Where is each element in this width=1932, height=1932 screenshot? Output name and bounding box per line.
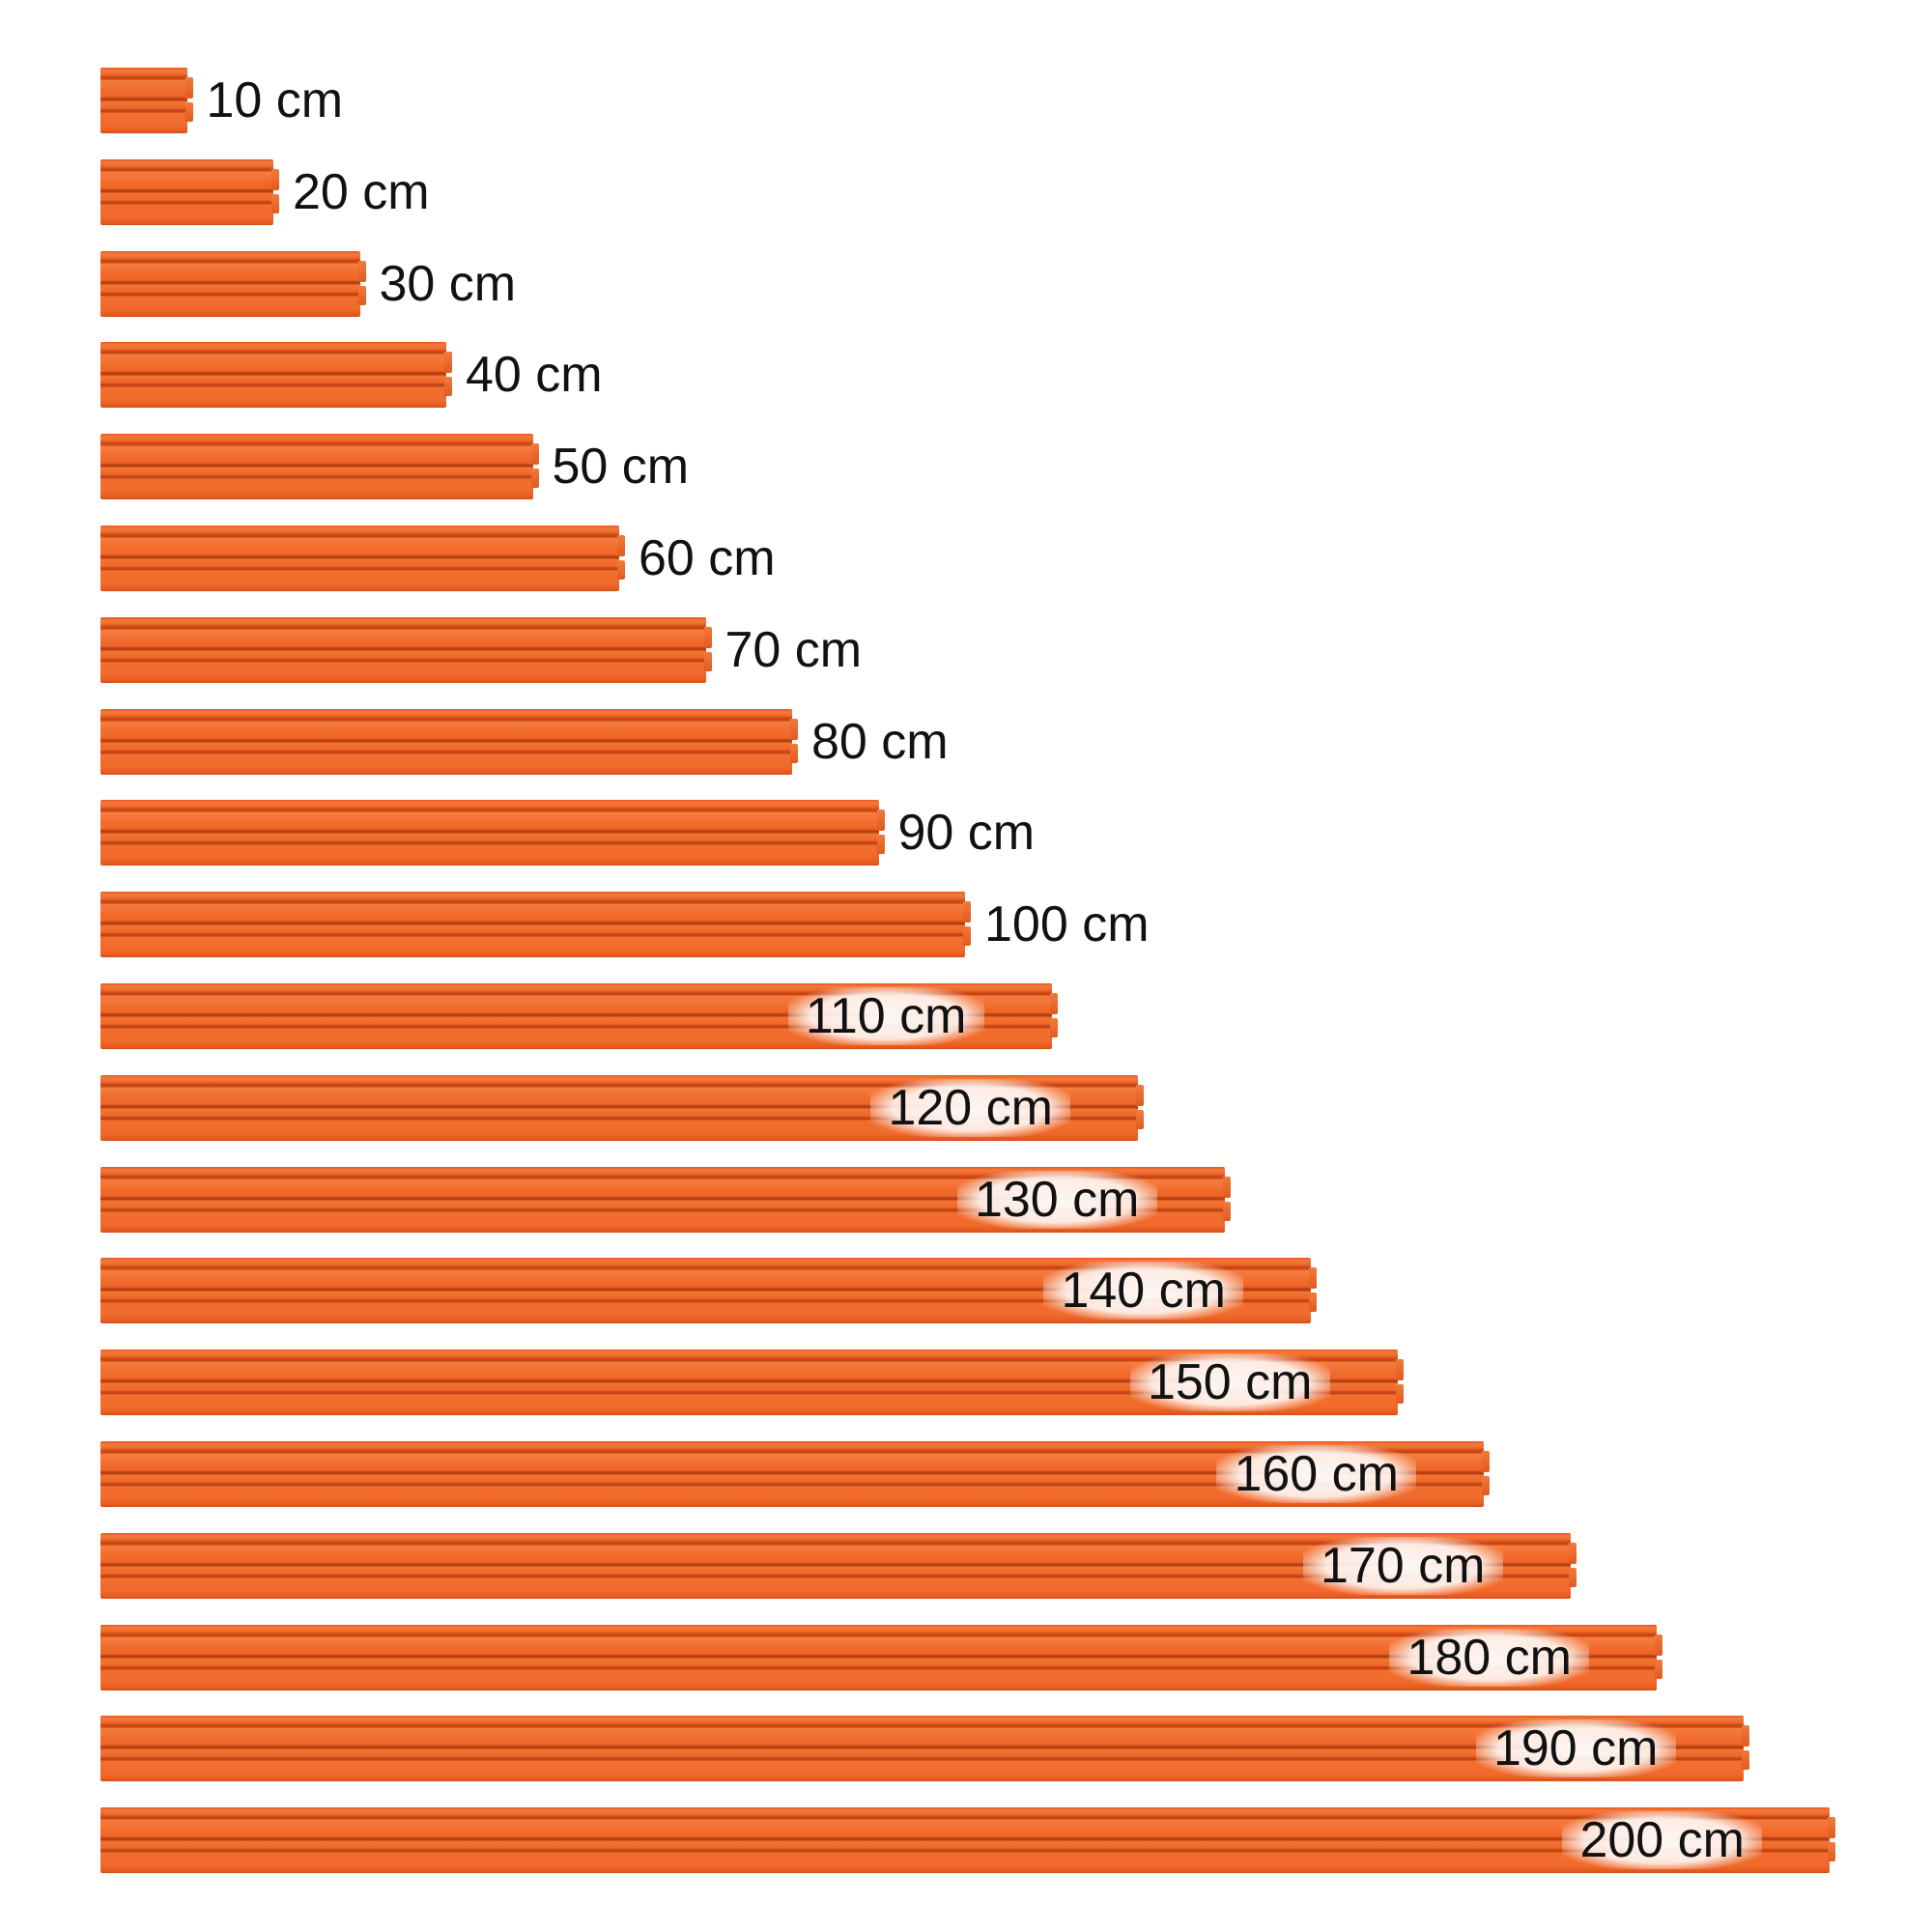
rail-end-cap bbox=[1395, 1359, 1404, 1381]
rail-200cm: 200 cm bbox=[100, 1807, 1835, 1874]
rail-end-cap bbox=[617, 535, 625, 556]
rail-end-cap bbox=[1828, 1817, 1835, 1839]
rail-length-label: 140 cm bbox=[1043, 1262, 1243, 1321]
rail-length-label: 180 cm bbox=[1389, 1628, 1589, 1687]
rail-length-label: 60 cm bbox=[639, 530, 776, 586]
rail-end-cap bbox=[1395, 1384, 1404, 1405]
rail-end-cap bbox=[271, 193, 279, 213]
rail-length-label: 110 cm bbox=[787, 987, 984, 1045]
rail-end-cap bbox=[963, 926, 971, 947]
rail-190cm: 190 cm bbox=[100, 1716, 1749, 1782]
rail-60cm: 60 cm bbox=[100, 526, 776, 591]
rail-length-label: 70 cm bbox=[724, 621, 863, 678]
rail-length-label: 150 cm bbox=[1129, 1353, 1330, 1412]
rail-length-label: 40 cm bbox=[466, 347, 603, 404]
rail-120cm: 120 cm bbox=[100, 1074, 1144, 1141]
rail-length-label: 90 cm bbox=[897, 805, 1036, 862]
rail-end-cap bbox=[357, 285, 366, 305]
rail-10cm: 10 cm bbox=[100, 68, 343, 133]
rail-180cm: 180 cm bbox=[100, 1624, 1662, 1690]
rail-end-cap bbox=[1568, 1567, 1577, 1587]
rail-end-cap bbox=[444, 377, 452, 397]
rail-170cm: 170 cm bbox=[100, 1532, 1577, 1599]
rail-profile bbox=[100, 434, 533, 500]
rail-130cm: 130 cm bbox=[100, 1166, 1231, 1233]
rail-end-cap bbox=[185, 77, 193, 99]
rail-end-cap bbox=[703, 626, 712, 648]
rail-end-cap bbox=[963, 901, 971, 923]
rail-end-cap bbox=[1741, 1725, 1749, 1747]
rail-profile bbox=[100, 68, 187, 133]
rail-profile bbox=[100, 526, 619, 591]
rail-end-cap bbox=[1136, 1109, 1144, 1129]
rail-length-label: 170 cm bbox=[1302, 1536, 1503, 1595]
rail-end-cap bbox=[1049, 993, 1058, 1014]
rail-20cm: 20 cm bbox=[100, 158, 430, 225]
rail-160cm: 160 cm bbox=[100, 1441, 1490, 1507]
rail-length-label: 10 cm bbox=[206, 72, 344, 128]
rail-profile bbox=[100, 708, 792, 775]
rail-length-label: 200 cm bbox=[1562, 1811, 1762, 1870]
rail-end-cap bbox=[185, 102, 193, 122]
rail-end-cap bbox=[1482, 1476, 1490, 1495]
rail-50cm: 50 cm bbox=[100, 434, 689, 500]
rail-end-cap bbox=[444, 352, 452, 374]
rail-end-cap bbox=[530, 443, 539, 466]
rail-profile bbox=[100, 158, 273, 225]
rail-length-label: 50 cm bbox=[552, 439, 690, 496]
rail-80cm: 80 cm bbox=[100, 708, 949, 775]
rail-40cm: 40 cm bbox=[100, 342, 603, 409]
rail-100cm: 100 cm bbox=[100, 892, 1150, 958]
rail-end-cap bbox=[703, 651, 712, 671]
rail-end-cap bbox=[1309, 1293, 1317, 1313]
rail-profile bbox=[100, 250, 360, 317]
rail-end-cap bbox=[530, 469, 539, 489]
rail-150cm: 150 cm bbox=[100, 1350, 1404, 1416]
rail-length-label: 100 cm bbox=[984, 896, 1150, 953]
rail-length-label: 190 cm bbox=[1475, 1719, 1676, 1778]
rail-end-cap bbox=[1741, 1750, 1749, 1771]
rail-length-label: 30 cm bbox=[379, 255, 517, 312]
rail-profile bbox=[100, 800, 879, 867]
rail-end-cap bbox=[790, 743, 798, 763]
rail-end-cap bbox=[1049, 1018, 1058, 1037]
rail-profile bbox=[100, 892, 965, 958]
rail-end-cap bbox=[1222, 1201, 1231, 1221]
rail-end-cap bbox=[1655, 1659, 1662, 1679]
rail-70cm: 70 cm bbox=[100, 616, 862, 683]
rail-length-label: 20 cm bbox=[293, 163, 430, 220]
rail-profile bbox=[100, 1716, 1744, 1782]
rail-140cm: 140 cm bbox=[100, 1258, 1317, 1324]
rail-length-label: 130 cm bbox=[956, 1170, 1157, 1229]
rail-end-cap bbox=[1482, 1451, 1490, 1472]
rail-end-cap bbox=[1568, 1542, 1577, 1564]
rail-110cm: 110 cm bbox=[100, 983, 1058, 1049]
rail-end-cap bbox=[790, 718, 798, 740]
rail-profile bbox=[100, 616, 706, 683]
rail-end-cap bbox=[1309, 1267, 1317, 1290]
rail-90cm: 90 cm bbox=[100, 800, 1035, 867]
rail-30cm: 30 cm bbox=[100, 250, 516, 317]
rail-profile bbox=[100, 342, 446, 409]
rail-end-cap bbox=[271, 168, 279, 190]
rail-end-cap bbox=[876, 835, 885, 855]
rail-end-cap bbox=[876, 810, 885, 832]
rail-length-label: 80 cm bbox=[811, 713, 949, 770]
rail-end-cap bbox=[357, 260, 366, 282]
rail-end-cap bbox=[617, 560, 625, 580]
rail-end-cap bbox=[1222, 1176, 1231, 1198]
rail-length-label: 120 cm bbox=[870, 1078, 1070, 1137]
rail-end-cap bbox=[1828, 1842, 1835, 1862]
rail-end-cap bbox=[1655, 1634, 1662, 1656]
rail-end-cap bbox=[1136, 1084, 1144, 1106]
rail-profile bbox=[100, 1807, 1830, 1874]
rail-length-label: 160 cm bbox=[1216, 1445, 1416, 1503]
